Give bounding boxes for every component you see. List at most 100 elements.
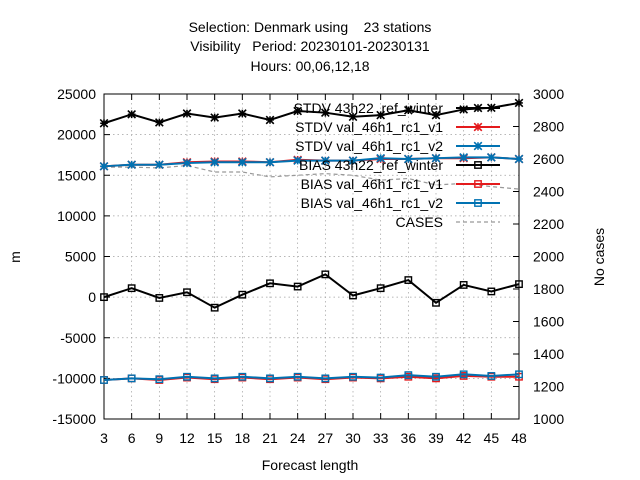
series-bias-43h22-ref-winter — [100, 270, 523, 312]
legend: STDV 43h22_ref_winter STDV val_46h1_rc1_v… — [294, 100, 500, 230]
data-point-marker — [154, 118, 164, 127]
data-point-marker — [182, 158, 192, 168]
y-axis-label: m — [7, 251, 23, 263]
data-point-marker — [237, 157, 247, 167]
data-point-marker — [100, 376, 108, 384]
data-point-marker — [459, 281, 468, 289]
legend-entry: BIAS val_46h1_rc1_v1 — [301, 176, 500, 192]
data-point-marker — [473, 122, 483, 132]
data-point-marker — [127, 284, 136, 293]
series-line — [103, 273, 520, 309]
x-tick-label: 27 — [318, 430, 334, 446]
data-point-marker — [431, 110, 441, 120]
y-tick-label: -15000 — [52, 411, 96, 427]
data-point-marker — [473, 141, 483, 151]
data-point-marker — [155, 375, 164, 384]
x-tick-label: 39 — [428, 430, 444, 446]
legend-label: BIAS 43h22_ref_winter — [299, 157, 443, 173]
data-point-marker — [487, 372, 496, 380]
y2-tick-label: 2000 — [533, 249, 564, 265]
x-tick-label: 21 — [262, 430, 278, 446]
data-point-marker — [432, 372, 440, 381]
data-point-marker — [348, 156, 358, 165]
x-axis-label: Forecast length — [262, 457, 359, 473]
legend-entry: BIAS val_46h1_rc1_v2 — [301, 195, 500, 211]
data-point-marker — [403, 105, 413, 115]
legend-label: STDV val_46h1_rc1_v1 — [295, 119, 443, 135]
data-point-marker — [237, 109, 247, 118]
y2-tick-label: 1600 — [533, 314, 564, 330]
data-point-marker — [514, 98, 524, 108]
y-tick-label: 15000 — [57, 167, 96, 183]
x-tick-label: 3 — [100, 430, 108, 446]
data-point-marker — [266, 374, 274, 383]
data-point-marker — [293, 156, 303, 165]
data-point-marker — [474, 180, 482, 188]
title-line: Selection: Denmark using 23 stations — [189, 19, 432, 35]
legend-label: BIAS val_46h1_rc1_v2 — [301, 195, 444, 211]
legend-label: BIAS val_46h1_rc1_v1 — [301, 176, 444, 192]
data-point-marker — [348, 112, 358, 122]
data-point-marker — [265, 157, 275, 167]
data-point-marker — [403, 154, 413, 164]
data-point-marker — [474, 161, 482, 169]
data-point-marker — [99, 118, 109, 128]
data-point-marker — [100, 293, 108, 302]
series-stdv-val-46h1-rc1-v2 — [99, 153, 524, 171]
y-tick-label: 25000 — [57, 86, 96, 102]
data-point-marker — [238, 372, 247, 381]
data-point-marker — [99, 161, 109, 171]
data-point-marker — [210, 303, 219, 312]
legend-entry: STDV val_46h1_rc1_v2 — [295, 138, 500, 154]
data-point-marker — [321, 270, 330, 279]
data-point-marker — [376, 284, 385, 293]
y2-tick-label: 2600 — [533, 151, 564, 167]
data-point-marker — [473, 103, 483, 113]
data-point-marker — [432, 298, 440, 307]
series-line — [103, 373, 520, 381]
y2-tick-label: 1400 — [533, 346, 564, 362]
data-point-marker — [183, 372, 191, 381]
data-point-marker — [293, 282, 302, 291]
data-point-marker — [127, 160, 137, 170]
data-point-marker — [514, 154, 524, 164]
data-point-marker — [210, 113, 220, 122]
data-point-marker — [474, 199, 482, 207]
y-tick-label: 20000 — [57, 127, 96, 143]
data-point-marker — [459, 153, 469, 162]
legend-entry: STDV val_46h1_rc1_v1 — [295, 119, 500, 135]
y2-tick-label: 2400 — [533, 184, 564, 200]
y2-tick-label: 3000 — [533, 86, 564, 102]
data-point-marker — [349, 291, 357, 300]
data-point-marker — [293, 106, 303, 116]
data-point-marker — [266, 279, 274, 288]
legend-entry: BIAS 43h22_ref_winter — [299, 157, 500, 173]
x-tick-label: 45 — [484, 430, 500, 446]
y-tick-label: -5000 — [60, 330, 96, 346]
x-tick-label: 48 — [511, 430, 527, 446]
y2-tick-label: 1800 — [533, 281, 564, 297]
legend-label: CASES — [396, 214, 443, 230]
y2-tick-label: 2800 — [533, 119, 564, 135]
x-tick-label: 18 — [235, 430, 251, 446]
data-point-marker — [127, 109, 137, 119]
data-point-marker — [404, 276, 413, 284]
y2-tick-label: 1000 — [533, 411, 564, 427]
data-point-marker — [182, 109, 192, 118]
y2-tick-label: 1200 — [533, 379, 564, 395]
data-point-marker — [293, 372, 302, 381]
series-bias-val-46h1-rc1-v2 — [100, 370, 523, 384]
y-tick-label: 5000 — [65, 249, 96, 265]
data-point-marker — [321, 374, 330, 383]
y2-axis-label: No cases — [591, 228, 607, 286]
data-point-marker — [183, 288, 191, 297]
x-tick-label: 15 — [207, 430, 223, 446]
y-tick-label: -10000 — [52, 370, 96, 386]
x-tick-label: 33 — [373, 430, 389, 446]
data-point-marker — [127, 374, 136, 383]
series-line — [103, 101, 520, 125]
x-tick-label: 6 — [128, 430, 136, 446]
x-tick-label: 36 — [401, 430, 417, 446]
